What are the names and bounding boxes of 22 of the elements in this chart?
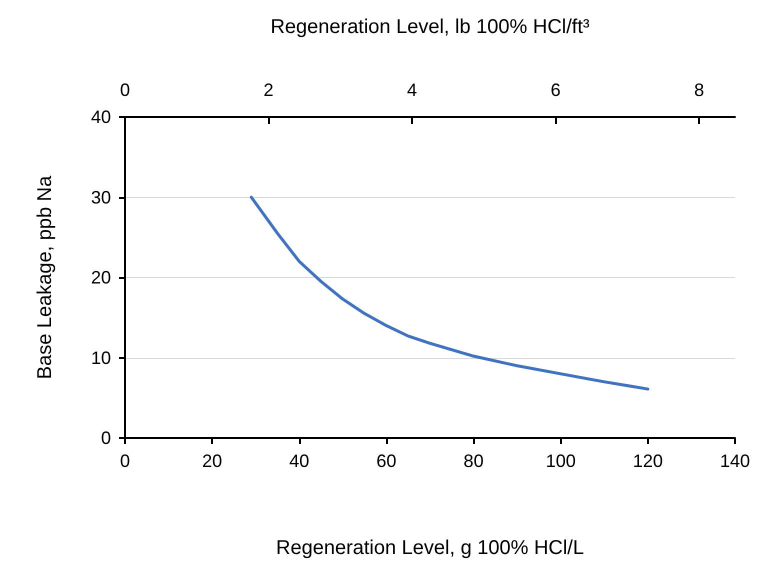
x2-tick-label: 4 [407, 80, 418, 100]
x-tick-label: 100 [546, 451, 576, 471]
y-tick-label: 10 [90, 348, 111, 368]
x-tick-label: 80 [464, 451, 484, 471]
y-axis-title: Base Leakage, ppb Na [34, 174, 56, 380]
x2-tick-label: 6 [550, 80, 561, 100]
y-tick-label: 40 [90, 107, 111, 127]
x-tick-label: 60 [376, 451, 396, 471]
x-tick-label: 0 [120, 451, 130, 471]
x-tick-label: 40 [289, 451, 310, 471]
x-tick-label: 20 [202, 451, 222, 471]
x2-tick-label: 2 [264, 80, 274, 100]
x2-tick-label: 0 [120, 80, 130, 100]
x-tick-label: 120 [632, 451, 663, 471]
x-tick-label: 140 [720, 451, 750, 471]
line-series [250, 196, 650, 391]
y-tick-label: 20 [90, 268, 111, 288]
y-tick-label: 30 [90, 187, 111, 208]
x2-tick-label: 8 [694, 80, 704, 100]
x2-axis-title: Regeneration Level, lb 100% HCl/ft³ [270, 16, 590, 38]
y-tick-label: 0 [100, 428, 111, 448]
x-axis-title: Regeneration Level, g 100% HCl/L [276, 537, 584, 559]
